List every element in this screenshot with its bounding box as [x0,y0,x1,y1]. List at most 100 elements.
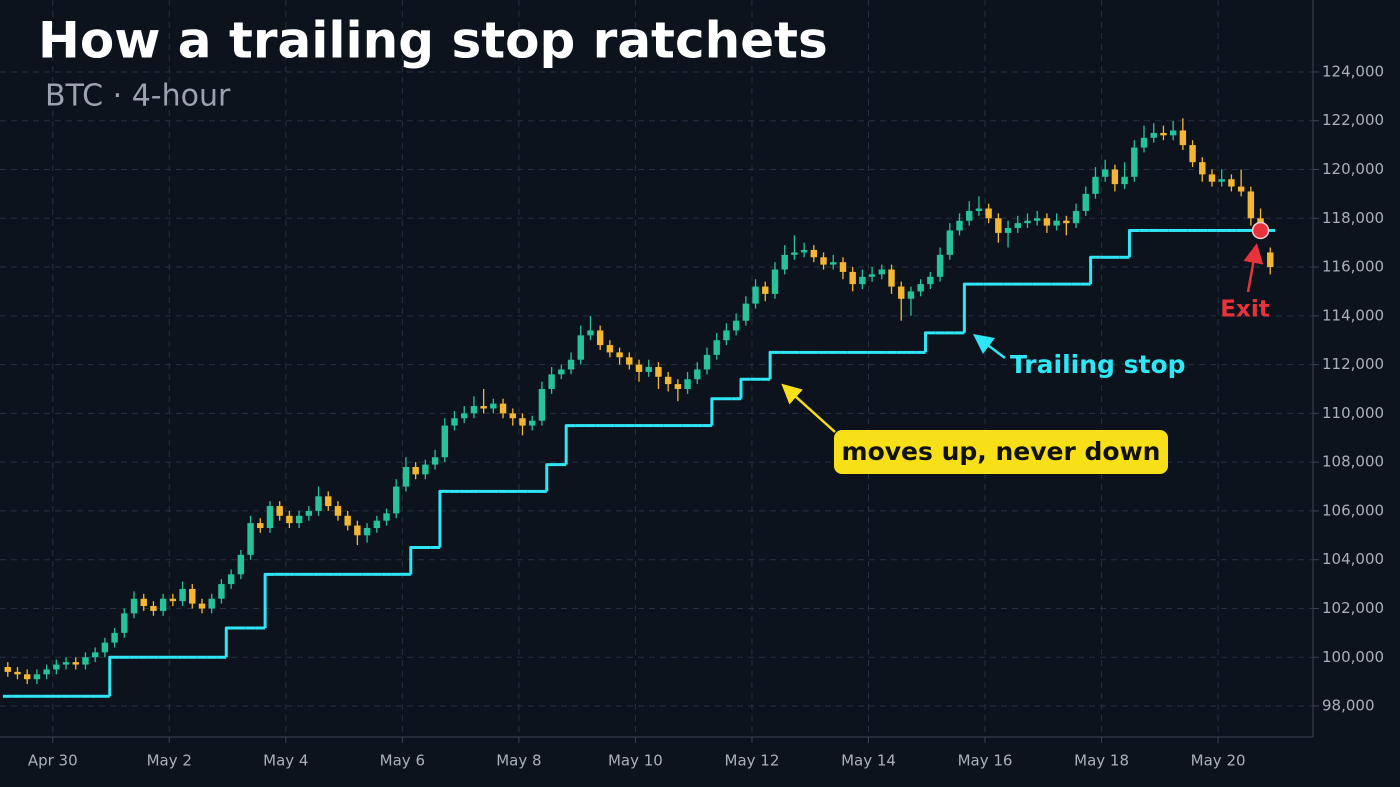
x-tick-label: May 8 [496,752,541,770]
candle-body [4,667,11,672]
candle-body [441,425,448,458]
candle-body [1053,220,1060,226]
exit-arrow [1243,243,1264,293]
candle-body [1199,162,1206,175]
candle-body [218,584,225,599]
candle-body [1218,179,1225,182]
candle-body [33,674,41,680]
candle-body [1169,130,1177,136]
candle-body [130,598,138,614]
callout-arrow [781,383,836,433]
candle-body [723,330,730,341]
candle-body [548,374,555,389]
candle-body [839,262,847,272]
stop-step [962,282,975,333]
candle-body [82,657,89,665]
y-tick-label: 110,000 [1322,404,1384,422]
candle-body [859,276,866,285]
candle-body [538,388,546,421]
candle-body [121,613,128,633]
candle-body [966,210,973,221]
candle-body [587,330,594,336]
candle-body [975,208,983,211]
candle-body [373,520,381,528]
y-tick-label: 98,000 [1322,697,1375,715]
stop-step [710,397,722,426]
candle-body [791,252,798,255]
grid [0,0,1319,743]
candle-body [470,406,478,414]
candle-body [664,376,672,385]
candle-body [946,230,953,255]
candle-body [645,367,652,372]
candle-body [1101,169,1109,177]
candle-body [1024,220,1031,224]
candle-body [878,269,886,275]
y-tick-label: 116,000 [1322,258,1384,276]
candle-body [266,506,274,528]
stop-step [263,572,275,628]
candle-body [23,674,31,680]
candle-body [325,496,332,507]
candle-body [14,671,21,675]
x-tick-label: May 10 [608,752,663,770]
candle-body [956,220,963,231]
stop-step [545,463,557,492]
candle-body [558,369,565,375]
stop-step [1127,228,1140,258]
candle-body [1267,252,1274,268]
candle-body [577,335,584,360]
candle-body [898,286,905,299]
candle-body [684,379,691,389]
candle-body [1111,169,1119,185]
x-tick-label: May 18 [1074,752,1129,770]
y-tick-label: 114,000 [1322,306,1384,324]
candle-body [334,506,342,516]
y-tick-label: 106,000 [1322,501,1384,519]
candle-body [742,303,750,321]
candle-body [480,406,487,409]
stop-step [739,377,751,399]
candle-body [169,598,177,602]
candle-body [1140,137,1148,148]
x-tick-label: May 4 [263,752,308,770]
x-tick-label: Apr 30 [28,752,78,770]
candle-body [451,418,458,426]
candle-body [1189,145,1196,163]
y-tick-label: 102,000 [1322,599,1384,617]
candle-body [674,384,682,389]
candle-body [849,271,856,285]
candle-body [179,588,186,602]
candle-body [1150,132,1157,138]
candle-body [1043,218,1051,226]
y-tick-label: 122,000 [1322,111,1384,129]
candle-body [917,284,924,292]
stop-step [768,350,780,380]
candle-body [91,652,99,658]
candle-body [771,269,779,294]
candle-body [159,598,167,611]
candle-body [509,413,516,419]
stop-step [438,489,450,548]
candle-body [344,515,351,526]
candle-body [1072,210,1080,224]
candle-body [402,467,410,487]
candle-body [567,359,575,370]
candle-body [810,249,818,258]
candle-body [276,506,283,516]
stop-step [108,655,120,697]
candle-body [1063,220,1070,224]
candle-body [422,464,429,475]
candle-body [519,418,526,426]
candle-body [208,598,215,609]
candle-body [1228,179,1235,187]
candle-body [62,662,70,665]
candle-body [626,357,633,365]
candle-body [150,606,157,611]
candle-body [800,249,808,253]
candle-body [354,525,361,536]
candle-body [781,254,788,270]
candle-body [247,523,254,555]
candle-body [431,457,439,465]
candle-body [363,527,371,536]
